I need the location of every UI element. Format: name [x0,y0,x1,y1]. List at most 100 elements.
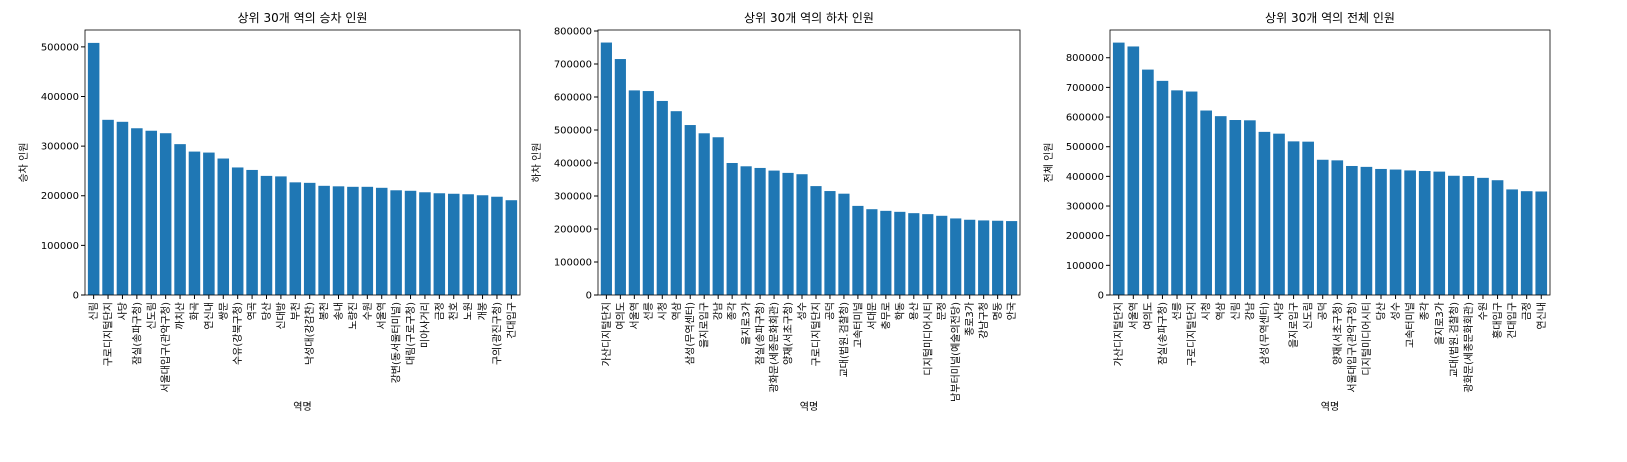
y-tick-label: 800000 [1066,53,1104,64]
y-tick-label: 600000 [1066,113,1104,124]
x-tick-label: 을지로입구 [698,302,711,348]
x-tick-label: 건대입구 [1506,302,1519,339]
x-tick-label: 역삼 [671,302,683,320]
bar [217,158,230,295]
x-tick-label: 신대방 [275,302,287,330]
bar [642,91,654,295]
x-tick-label: 학동 [894,302,906,320]
x-tick-label: 충무로 [880,302,892,330]
x-tick-label: 신림 [1230,302,1242,320]
y-tick-label: 400000 [41,92,79,103]
bar [950,218,962,295]
bar [390,190,402,295]
x-axis-label: 역명 [800,401,818,413]
x-tick-label: 수원 [1477,302,1489,320]
x-tick-label: 화곡 [189,302,201,320]
subplot: 상위 30개 역의 승차 인원 0 100000 200000 300000 400000… [18,11,521,413]
x-tick-label: 잠실(송파구청) [1157,302,1169,365]
bar [1433,171,1446,295]
x-tick-label: 여의도 [615,302,627,330]
y-tick-label: 400000 [554,158,592,169]
bar [1302,141,1314,295]
x-axis-label: 역명 [1321,401,1339,413]
bar [726,162,738,295]
y-axis-label: 전체 인원 [1043,143,1055,183]
chart-title: 상위 30개 역의 승차 인원 [238,11,368,25]
x-tick-label: 사당 [117,302,129,320]
x-tick-label: 부천 [290,302,302,320]
bar [462,194,474,295]
bar [188,151,201,295]
axes-frame [1109,29,1551,296]
x-tick-label: 문정 [936,302,948,320]
x-tick-label: 양재(서초구청) [783,302,795,365]
bar [260,175,273,295]
x-tick-label: 가산디지털단지 [1113,302,1125,366]
x-tick-label: 명동 [992,302,1004,320]
x-tick-label: 성수 [797,302,809,320]
x-tick-label: 공덕 [824,302,836,320]
x-tick-label: 천호 [448,302,460,320]
x-tick-label: 홍대입구 [1491,302,1504,339]
x-tick-label: 을지로3가 [741,302,753,345]
x-tick-label: 구로디지털단지 [810,302,822,366]
x-tick-label: 수유(강북구청) [232,302,244,365]
x-tick-label: 종로3가 [964,302,976,336]
bar [433,193,446,295]
bar [838,193,850,295]
bar [145,130,158,295]
x-tick-label: 잠실(송파구청) [755,302,767,365]
bar [1331,160,1344,295]
y-tick-label: 500000 [41,42,79,53]
x-tick-label: 쌍문 [218,302,230,320]
bar [476,195,489,295]
y-tick-label: 300000 [41,142,79,153]
bar [684,125,696,296]
bar [978,220,990,295]
x-tick-label: 금정 [434,302,446,320]
bar [1404,170,1416,295]
x-tick-label: 까치산 [175,302,187,330]
y-tick-label: 200000 [554,224,592,235]
bar [1006,221,1018,295]
bar [1389,169,1402,295]
bar [159,133,172,295]
bar [922,214,934,295]
x-tick-label: 수원 [362,302,374,320]
bar [505,200,518,295]
x-tick-label: 남부터미널(예술의전당) [950,302,962,402]
x-tick-label: 서대문 [866,302,878,330]
bar [824,191,836,295]
y-tick-label: 400000 [1066,172,1104,183]
y-tick-label: 0 [1098,291,1104,302]
bar [1491,180,1504,295]
x-tick-label: 교대(법원.검찰청) [838,302,850,377]
bar [491,196,503,295]
x-tick-label: 서울역 [1128,302,1140,330]
bar [852,205,864,295]
x-tick-label: 서울역 [376,302,388,330]
bar [964,219,976,295]
bar [318,185,330,295]
x-tick-label: 강남구청 [978,302,990,339]
bar [908,213,920,295]
x-tick-label: 디지털미디어시티 [1361,302,1373,376]
bar [419,192,431,295]
x-tick-label: 노량진 [347,302,359,330]
axes-frame [84,29,521,296]
bar [796,174,808,295]
bar [447,193,460,295]
bar [1448,175,1460,295]
x-tick-label: 개봉 [477,302,489,320]
y-axis-label: 승차 인원 [18,143,30,183]
bar [275,176,287,295]
x-tick-label: 을지로3가 [1434,302,1446,345]
y-tick-label: 700000 [554,59,592,70]
x-tick-label: 시청 [1201,302,1213,320]
bar [1273,133,1285,295]
x-tick-label: 강변(동서울터미널) [391,302,403,384]
bar [1535,191,1548,295]
bar [1506,189,1518,295]
bar [1156,80,1169,295]
